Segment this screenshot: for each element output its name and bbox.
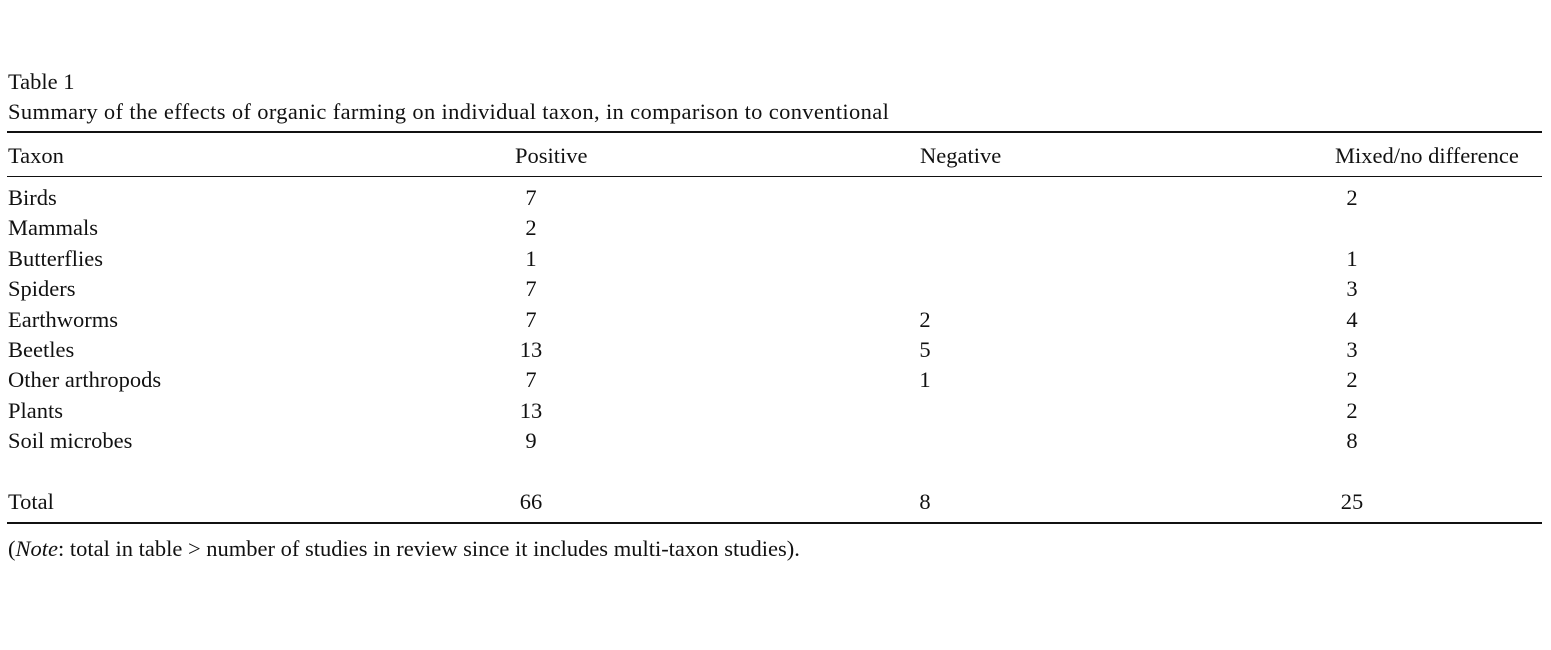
table-cell: 1 [525, 245, 537, 271]
taxon-name: Other arthropods [8, 367, 162, 393]
table-cell: 7 [525, 185, 537, 210]
table-cell: 8 [1346, 428, 1358, 454]
table-cell: 2 [1346, 367, 1358, 393]
table-label: Table 1 [8, 69, 75, 94]
note-text: : total in table > number of studies in … [58, 536, 800, 561]
note-open: ( [8, 536, 16, 561]
taxon-name: Earthworms [8, 306, 118, 332]
table-cell: 3 [1346, 337, 1358, 362]
column-header: Taxon [8, 143, 64, 168]
table-cell: 2 [1346, 185, 1358, 210]
table-cell: 3 [1346, 276, 1358, 302]
table-cell: 2 [525, 215, 537, 241]
table-cell: 7 [525, 367, 537, 393]
table-cell: 13 [519, 337, 543, 362]
taxon-name: Total [8, 489, 54, 514]
bottom-rule [7, 522, 1542, 524]
taxon-name: Plants [8, 397, 64, 423]
table-cell: 5 [919, 337, 931, 362]
table-cell: 13 [519, 397, 543, 423]
table-cell: 2 [1346, 397, 1358, 423]
table-cell: 7 [525, 276, 537, 302]
header-rule [7, 176, 1542, 177]
table-cell: 9 [525, 428, 537, 454]
table-cell: 7 [525, 306, 537, 332]
taxon-name: Soil microbes [8, 428, 133, 454]
column-header: Positive [515, 143, 588, 168]
taxon-name: Butterflies [8, 245, 103, 271]
table-cell: 1 [919, 367, 931, 393]
table-cell: 25 [1340, 489, 1364, 514]
table-cell: 1 [1346, 245, 1358, 271]
table-cell: 66 [519, 489, 543, 514]
column-header: Mixed/no difference [1335, 143, 1519, 168]
table-note: (Note: total in table > number of studie… [8, 536, 800, 561]
taxon-name: Mammals [8, 215, 98, 241]
taxon-name: Spiders [8, 276, 76, 302]
top-rule [7, 131, 1542, 133]
taxon-name: Birds [8, 185, 57, 210]
table-cell: 2 [919, 306, 931, 332]
note-label: Note [15, 536, 59, 561]
table-cell: 4 [1346, 306, 1358, 332]
table-cell: 8 [919, 489, 931, 514]
table-caption: Summary of the effects of organic farmin… [8, 99, 890, 124]
column-header: Negative [920, 143, 1002, 168]
taxon-name: Beetles [8, 337, 75, 362]
